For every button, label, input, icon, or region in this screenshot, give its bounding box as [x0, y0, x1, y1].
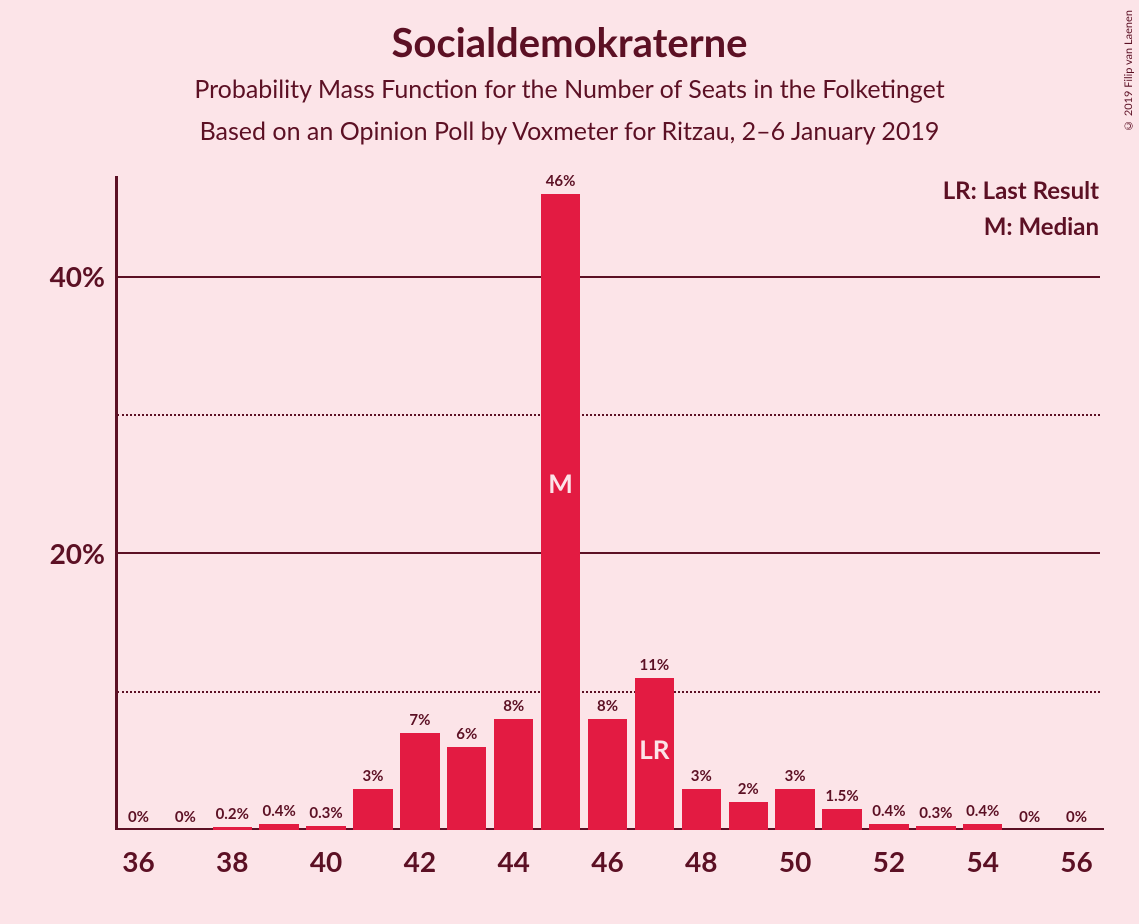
- gridline: [117, 276, 1100, 278]
- bar: [682, 789, 721, 830]
- x-tick-label: 38: [202, 844, 262, 878]
- x-tick-label: 50: [765, 844, 825, 878]
- y-tick-label: 40%: [15, 259, 105, 293]
- bar: [963, 824, 1002, 830]
- bar: [306, 826, 345, 830]
- x-tick-label: 40: [296, 844, 356, 878]
- x-tick-label: 52: [859, 844, 919, 878]
- bar: [541, 194, 580, 830]
- bar-value-label: 0.3%: [298, 804, 354, 822]
- gridline: [117, 552, 1100, 554]
- x-tick-label: 42: [390, 844, 450, 878]
- x-tick-label: 44: [484, 844, 544, 878]
- bar: [869, 824, 908, 830]
- bar: [822, 809, 861, 830]
- chart-subtitle-2: Based on an Opinion Poll by Voxmeter for…: [0, 116, 1139, 146]
- bar: [353, 789, 392, 830]
- bar-value-label: 0%: [1049, 808, 1105, 826]
- x-tick-label: 54: [953, 844, 1013, 878]
- chart-subtitle-1: Probability Mass Function for the Number…: [0, 74, 1139, 104]
- bar: [916, 826, 955, 830]
- x-tick-label: 46: [578, 844, 638, 878]
- bar-value-label: 3%: [345, 767, 401, 785]
- last-result-marker: LR: [635, 733, 674, 765]
- x-tick-label: 36: [108, 844, 168, 878]
- y-axis-line: [115, 176, 118, 830]
- median-marker: M: [541, 467, 580, 499]
- bar: [400, 733, 439, 830]
- x-tick-label: 48: [671, 844, 731, 878]
- gridline: [117, 691, 1100, 693]
- chart-plot-area: 20%40%36384042444648505254560%0%0.2%0.4%…: [115, 180, 1100, 830]
- x-tick-label: 56: [1047, 844, 1107, 878]
- gridline: [117, 414, 1100, 416]
- bar: [775, 789, 814, 830]
- bar-value-label: 8%: [486, 697, 542, 715]
- bar-value-label: 6%: [439, 725, 495, 743]
- bar: [259, 824, 298, 830]
- bar-value-label: 8%: [580, 697, 636, 715]
- chart-title: Socialdemokraterne: [0, 18, 1139, 66]
- bar-value-label: 46%: [533, 172, 589, 190]
- bar: [213, 827, 252, 830]
- y-tick-label: 20%: [15, 536, 105, 570]
- bar: [447, 747, 486, 830]
- bar: [729, 802, 768, 830]
- copyright-text: © 2019 Filip van Laenen: [1122, 10, 1135, 132]
- bar-value-label: 11%: [626, 656, 682, 674]
- bar: [588, 719, 627, 830]
- bar: [494, 719, 533, 830]
- bar-value-label: 3%: [767, 767, 823, 785]
